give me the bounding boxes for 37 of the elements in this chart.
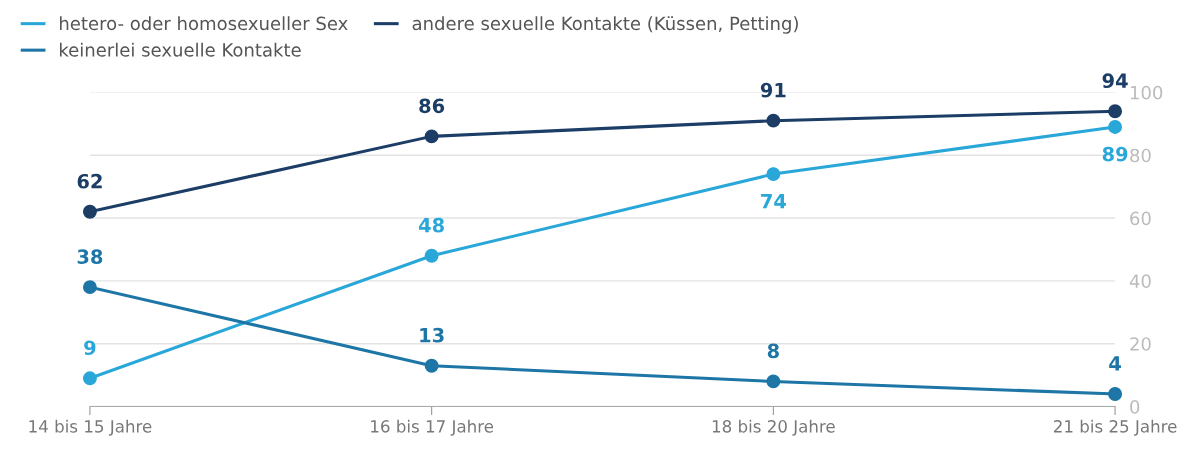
data-label: 38: [77, 249, 103, 264]
legend-label: keinerlei sexuelle Kontakte: [60, 42, 301, 57]
y-tick-label: 60: [1130, 211, 1151, 226]
y-tick-label: 100: [1130, 85, 1163, 100]
legend-label: hetero- oder homosexueller Sex: [60, 16, 348, 31]
y-tick-label: 40: [1129, 274, 1151, 289]
data-label: 13: [420, 327, 444, 343]
legend-label: andere sexuelle Kontakte (Küssen, Petting): [412, 16, 798, 34]
x-tick-label: 18 bis 20 Jahre: [712, 419, 835, 436]
data-label: 74: [761, 194, 786, 209]
x-tick-label: 16 bis 17 Jahre: [371, 419, 494, 436]
data-label: 89: [1102, 146, 1128, 162]
point: [1108, 387, 1123, 401]
data-label: 94: [1102, 73, 1128, 89]
data-label: 91: [760, 82, 786, 98]
y-tick-label: 20: [1130, 337, 1151, 351]
y-tick-label: 80: [1130, 148, 1151, 163]
y-tick-label: 0: [1130, 400, 1140, 414]
point: [766, 374, 781, 389]
x-tick-label: 21 bis 25 Jahre: [1053, 419, 1177, 436]
point: [1108, 104, 1123, 119]
data-label: 48: [418, 217, 444, 233]
data-label: 9: [84, 340, 96, 356]
point: [766, 113, 781, 128]
point: [766, 167, 781, 182]
point: [82, 280, 97, 295]
point: [424, 248, 439, 263]
x-tick-label: 14 bis 15 Jahre: [29, 419, 152, 436]
data-label: 86: [419, 98, 445, 114]
point: [424, 129, 439, 144]
point: [424, 358, 439, 373]
data-label: 62: [77, 173, 102, 189]
data-label: 8: [767, 343, 779, 359]
point: [82, 204, 97, 219]
point: [82, 371, 97, 386]
point: [1108, 120, 1123, 134]
data-label: 4: [1109, 356, 1121, 371]
